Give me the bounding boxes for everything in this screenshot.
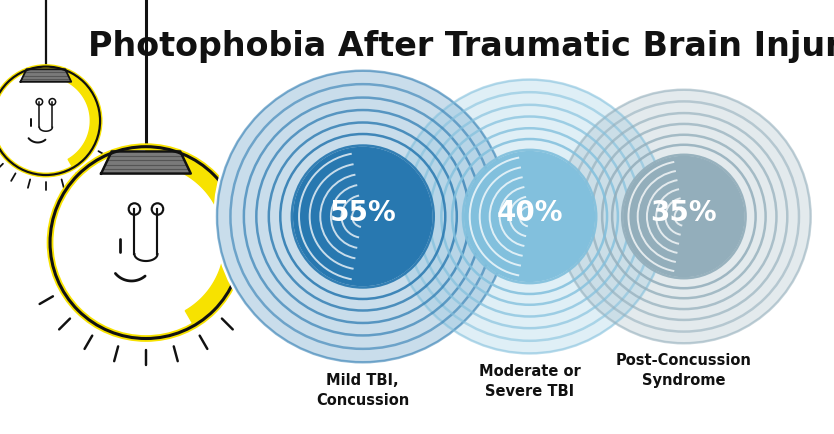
Polygon shape [46, 67, 100, 168]
Circle shape [555, 88, 813, 346]
Polygon shape [146, 148, 242, 326]
Circle shape [214, 69, 511, 365]
Circle shape [393, 80, 666, 354]
Text: Post-Concussion
Syndrome: Post-Concussion Syndrome [616, 352, 751, 387]
Text: Photophobia After Traumatic Brain Injury: Photophobia After Traumatic Brain Injury [88, 30, 834, 63]
Circle shape [294, 148, 432, 286]
Text: 35%: 35% [651, 199, 717, 227]
Text: 55%: 55% [329, 198, 396, 226]
Circle shape [624, 157, 744, 277]
Circle shape [0, 67, 100, 176]
Circle shape [390, 78, 669, 356]
Circle shape [557, 91, 811, 343]
Circle shape [465, 152, 595, 282]
Text: Moderate or
Severe TBI: Moderate or Severe TBI [479, 363, 580, 398]
Circle shape [217, 72, 509, 362]
Text: 40%: 40% [496, 198, 563, 227]
Polygon shape [21, 70, 71, 82]
Circle shape [50, 148, 242, 339]
Text: Mild TBI,
Concussion: Mild TBI, Concussion [316, 372, 409, 407]
Polygon shape [101, 152, 191, 174]
